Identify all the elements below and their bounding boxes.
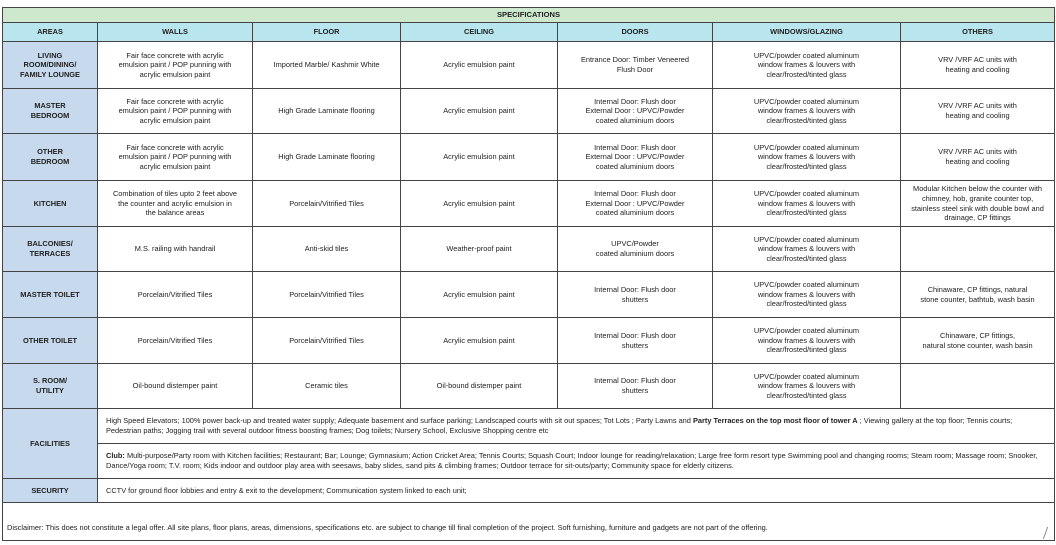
cell-windows: UPVC/powder coated aluminum window frame… [712, 133, 901, 181]
cell-doors: Internal Door: Flush door External Door … [557, 180, 713, 227]
cell-windows: UPVC/powder coated aluminum window frame… [712, 271, 901, 318]
cell-floor: Porcelain/Vitrified Tiles [252, 271, 401, 318]
table-row: BALCONIES/ TERRACES M.S. railing with han… [2, 226, 1056, 272]
cell-ceiling: Acrylic emulsion paint [400, 271, 558, 318]
facilities-general-text-after: ; Viewing gallery at the top floor; Tenn… [106, 416, 1013, 435]
cell-area: OTHER TOILET [2, 317, 98, 364]
cell-area: BALCONIES/ TERRACES [2, 226, 98, 272]
cell-floor: High Grade Laminate flooring [252, 88, 401, 134]
cell-others [899, 226, 1056, 272]
cell-others [899, 363, 1056, 409]
cell-others: VRV /VRF AC units with heating and cooli… [899, 88, 1056, 134]
cell-ceiling: Oil-bound distemper paint [400, 363, 558, 409]
column-header-walls: WALLS [97, 22, 253, 42]
cell-doors: Internal Door: Flush door shutters [557, 363, 713, 409]
cell-walls: Fair face concrete with acrylic emulsion… [97, 41, 253, 89]
club-label: Club: [106, 451, 125, 461]
cell-doors: Internal Door: Flush door External Door … [557, 133, 713, 181]
cell-windows: UPVC/powder coated aluminum window frame… [712, 226, 901, 272]
facilities-general-text: High Speed Elevators; 100% power back-up… [106, 416, 693, 426]
facilities-general: High Speed Elevators; 100% power back-up… [96, 408, 1056, 444]
cell-floor: Ceramic tiles [252, 363, 401, 409]
security-row: SECURITY CCTV for ground floor lobbies a… [2, 478, 1056, 503]
cell-floor: Porcelain/Vitrified Tiles [252, 317, 401, 364]
table-row: S. ROOM/ UTILITY Oil-bound distemper pain… [2, 363, 1056, 409]
cell-area: MASTER BEDROOM [2, 88, 98, 134]
cell-walls: M.S. railing with handrail [97, 226, 253, 272]
facilities-row: FACILITIES High Speed Elevators; 100% po… [2, 408, 1056, 479]
cell-walls: Combination of tiles upto 2 feet above t… [97, 180, 253, 227]
cell-floor: High Grade Laminate flooring [252, 133, 401, 181]
cell-doors: Internal Door: Flush door shutters [557, 317, 713, 364]
cell-windows: UPVC/powder coated aluminum window frame… [712, 180, 901, 227]
cell-others: VRV /VRF AC units with heating and cooli… [899, 133, 1056, 181]
cell-others: Modular Kitchen below the counter with c… [899, 180, 1056, 227]
cell-floor: Imported Marble/ Kashmir White [252, 41, 401, 89]
column-header-ceiling: CEILING [400, 22, 558, 42]
column-header-floor: FLOOR [252, 22, 401, 42]
facilities-general-bold: Party Terraces on the top most floor of … [692, 416, 858, 426]
cell-others: Chinaware, CP fittings, natural stone co… [899, 317, 1056, 364]
club-text: Multi-purpose/Party room with Kitchen fa… [106, 451, 1038, 470]
cell-walls: Fair face concrete with acrylic emulsion… [97, 133, 253, 181]
table-row: OTHER TOILET Porcelain/Vitrified Tiles Por… [2, 317, 1056, 364]
cell-floor: Porcelain/Vitrified Tiles [252, 180, 401, 227]
table-row: MASTER BEDROOM Fair face concrete with ac… [2, 88, 1056, 134]
cell-doors: Internal Door: Flush door shutters [557, 271, 713, 318]
cell-doors: Entrance Door: Timber Veneered Flush Doo… [557, 41, 713, 89]
cell-windows: UPVC/powder coated aluminum window frame… [712, 88, 901, 134]
cell-windows: UPVC/powder coated aluminum window frame… [712, 317, 901, 364]
column-header-windows-glazing: WINDOWS/GLAZING [712, 22, 901, 42]
cell-others: VRV /VRF AC units with heating and cooli… [899, 41, 1056, 89]
area-facilities: FACILITIES [2, 408, 98, 479]
table-title: SPECIFICATIONS [1, 7, 1056, 23]
cell-ceiling: Acrylic emulsion paint [400, 88, 558, 134]
cell-floor: Anti-skid tiles [252, 226, 401, 272]
cell-windows: UPVC/powder coated aluminum window frame… [712, 41, 901, 89]
area-security: SECURITY [2, 478, 98, 503]
table-row: LIVING ROOM/DINING/ FAMILY LOUNGE Fair fa… [2, 41, 1056, 89]
table-row: MASTER TOILET Porcelain/Vitrified Tiles Po… [2, 271, 1056, 318]
facilities-club-row: Club: Multi-purpose/Party room with Kitc… [3, 443, 1056, 479]
cell-walls: Fair face concrete with acrylic emulsion… [97, 88, 253, 134]
security-text: CCTV for ground floor lobbies and entry … [96, 478, 1056, 503]
table-row: KITCHEN Combination of tiles upto 2 feet … [2, 180, 1056, 227]
cell-windows: UPVC/powder coated aluminum window frame… [712, 363, 901, 409]
cell-others: Chinaware, CP fittings, natural stone co… [899, 271, 1056, 318]
cell-area: S. ROOM/ UTILITY [2, 363, 98, 409]
cell-area: OTHER BEDROOM [2, 133, 98, 181]
column-header-others: OTHERS [899, 22, 1056, 42]
facilities-club: Club: Multi-purpose/Party room with Kitc… [96, 443, 1056, 479]
column-header-row: AREAS WALLS FLOOR CEILING DOORS WINDOWS/GLAZI… [2, 22, 1056, 42]
column-header-areas: AREAS [2, 22, 98, 42]
cell-doors: Internal Door: Flush door External Door … [557, 88, 713, 134]
cell-ceiling: Acrylic emulsion paint [400, 317, 558, 364]
cell-area: LIVING ROOM/DINING/ FAMILY LOUNGE [2, 41, 98, 89]
cell-walls: Porcelain/Vitrified Tiles [97, 317, 253, 364]
disclaimer: Disclaimer: This does not constitute a l… [1, 502, 1056, 541]
cell-ceiling: Acrylic emulsion paint [400, 180, 558, 227]
disclaimer-row: Disclaimer: This does not constitute a l… [1, 502, 1056, 541]
cell-area: MASTER TOILET [2, 271, 98, 318]
specifications-table: SPECIFICATIONS AREAS WALLS FLOOR CEILING DOO… [1, 7, 1056, 541]
column-header-doors: DOORS [557, 22, 713, 42]
cell-ceiling: Weather-proof paint [400, 226, 558, 272]
cell-doors: UPVC/Powder coated aluminium doors [557, 226, 713, 272]
cell-walls: Porcelain/Vitrified Tiles [97, 271, 253, 318]
cell-ceiling: Acrylic emulsion paint [400, 41, 558, 89]
cell-walls: Oil-bound distemper paint [97, 363, 253, 409]
table-row: OTHER BEDROOM Fair face concrete with acr… [2, 133, 1056, 181]
cell-area: KITCHEN [2, 180, 98, 227]
cell-ceiling: Acrylic emulsion paint [400, 133, 558, 181]
